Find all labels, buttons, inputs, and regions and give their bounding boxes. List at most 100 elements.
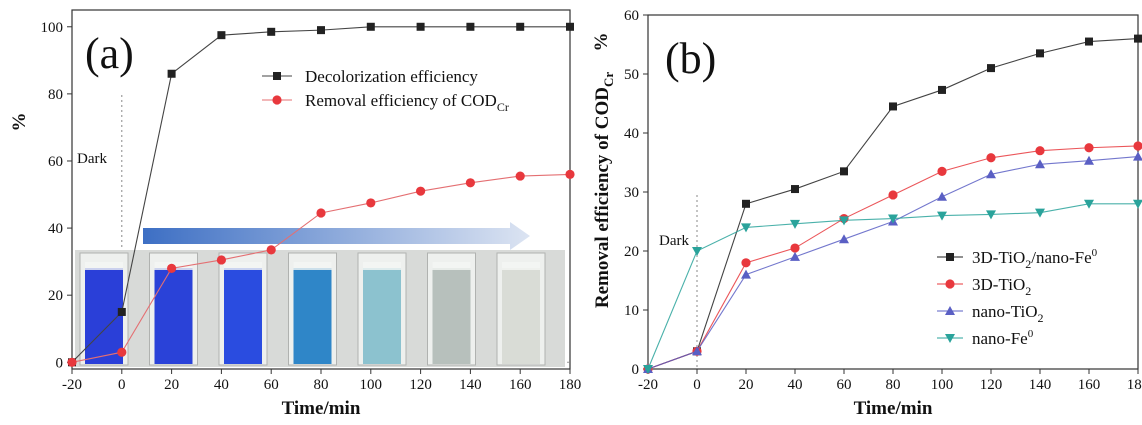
data-point [741,269,751,279]
y-tick-label: 80 [48,87,63,103]
legend-marker [946,253,954,261]
vial [288,252,337,366]
legend-entry: Decolorization efficiency [262,67,478,86]
x-tick-label: 0 [693,377,701,393]
y-tick-label: 30 [624,185,639,201]
y-axis-label: Removal efficiency of CODCr [592,72,616,308]
x-tick-label: 40 [214,377,229,393]
x-tick-label: 100 [931,377,954,393]
x-tick-label: 140 [1029,377,1052,393]
x-tick-label: 60 [264,377,279,393]
data-point [466,22,475,31]
legend: Decolorization efficiency Removal efficie… [262,67,509,114]
data-point [742,199,750,208]
data-point [888,190,898,200]
x-tick-label: -20 [638,377,658,393]
x-tick-label: 160 [1078,377,1101,393]
vial-photo-inset [75,222,565,367]
y-tick-label: 0 [56,355,64,371]
vial-liquid [502,268,540,364]
series-1 [67,169,575,367]
vial-liquid [154,268,193,364]
y-tick-label: 20 [624,244,639,260]
data-point [937,166,947,176]
data-point [937,191,947,201]
data-point [790,243,800,253]
progress-arrow [143,222,530,250]
data-point [692,346,702,356]
vial-liquid [293,268,332,364]
y-tick-label: 60 [624,8,639,24]
data-point [1084,155,1094,165]
y-tick-label: 20 [48,288,63,304]
y-axis-label-subscript: Cr [601,72,616,87]
x-tick-label: 180 [1127,377,1142,393]
data-point [741,258,751,268]
vial [427,252,476,366]
legend-label: nano-Fe0 [972,328,1034,348]
legend-label-text: 3D-TiO [972,248,1025,267]
vial-meniscus [363,262,401,270]
legend-marker [945,306,955,315]
data-point [741,223,751,233]
panel-label: (a) [85,29,134,78]
x-tick-label: 0 [118,377,126,393]
legend-label: Removal efficiency of CODCr [305,91,509,114]
vial-meniscus [502,262,540,270]
legend-label: Decolorization efficiency [305,67,478,86]
legend-label-superscript: 0 [1092,247,1098,259]
data-point [317,26,325,35]
legend-label-subscript: 2 [1025,284,1031,298]
legend-marker [273,72,281,80]
series-3 [643,199,1142,374]
data-point [416,186,426,196]
legend-label: 3D-TiO2/nano-Fe0 [972,247,1098,271]
data-point [1084,143,1094,153]
data-point [888,214,898,224]
legend-entry: nano-Fe0 [937,328,1034,348]
x-tick-label: 120 [409,377,432,393]
legend-label: 3D-TiO2 [972,275,1031,298]
data-point [889,102,897,111]
legend-label: nano-TiO2 [972,302,1044,325]
data-point [986,210,996,220]
legend-label-text: nano-TiO [972,302,1038,321]
data-point [1036,49,1044,58]
vial-meniscus [224,262,262,270]
legend-entry: Removal efficiency of CODCr [262,91,509,114]
data-point [565,169,575,180]
vial [149,252,198,366]
data-point [1084,199,1094,209]
data-point [1085,37,1093,46]
legend-entry: 3D-TiO2 [937,275,1031,298]
vial [496,252,546,366]
legend-label-subscript: 2 [1038,311,1044,325]
data-point [840,167,848,176]
vial-liquid [224,268,262,364]
y-tick-label: 10 [624,303,639,319]
data-point [938,85,946,94]
dark-label: Dark [77,151,107,167]
data-point [566,22,574,31]
vial-meniscus [432,262,471,270]
x-tick-label: 140 [459,377,482,393]
legend-marker [945,334,955,343]
x-tick-label: 20 [164,377,179,393]
vial [218,252,268,366]
data-point [416,22,425,31]
y-axis-label: % [9,113,30,132]
data-point [1133,151,1142,161]
data-point [366,198,376,208]
data-point [465,178,475,188]
dark-label: Dark [659,233,689,249]
data-point [1035,146,1045,156]
x-tick-label: 80 [886,377,901,393]
legend-label-text: 3D-TiO [972,275,1025,294]
data-point [937,211,947,221]
data-point [266,245,276,255]
x-axis-label: Time/min [282,398,361,419]
data-point [516,22,525,31]
x-tick-label: 100 [360,377,383,393]
chart-panel-a: -20 0 20 40 60 80 100 120 140 160 180 0 20 40 60 80 100 T… [9,9,581,419]
